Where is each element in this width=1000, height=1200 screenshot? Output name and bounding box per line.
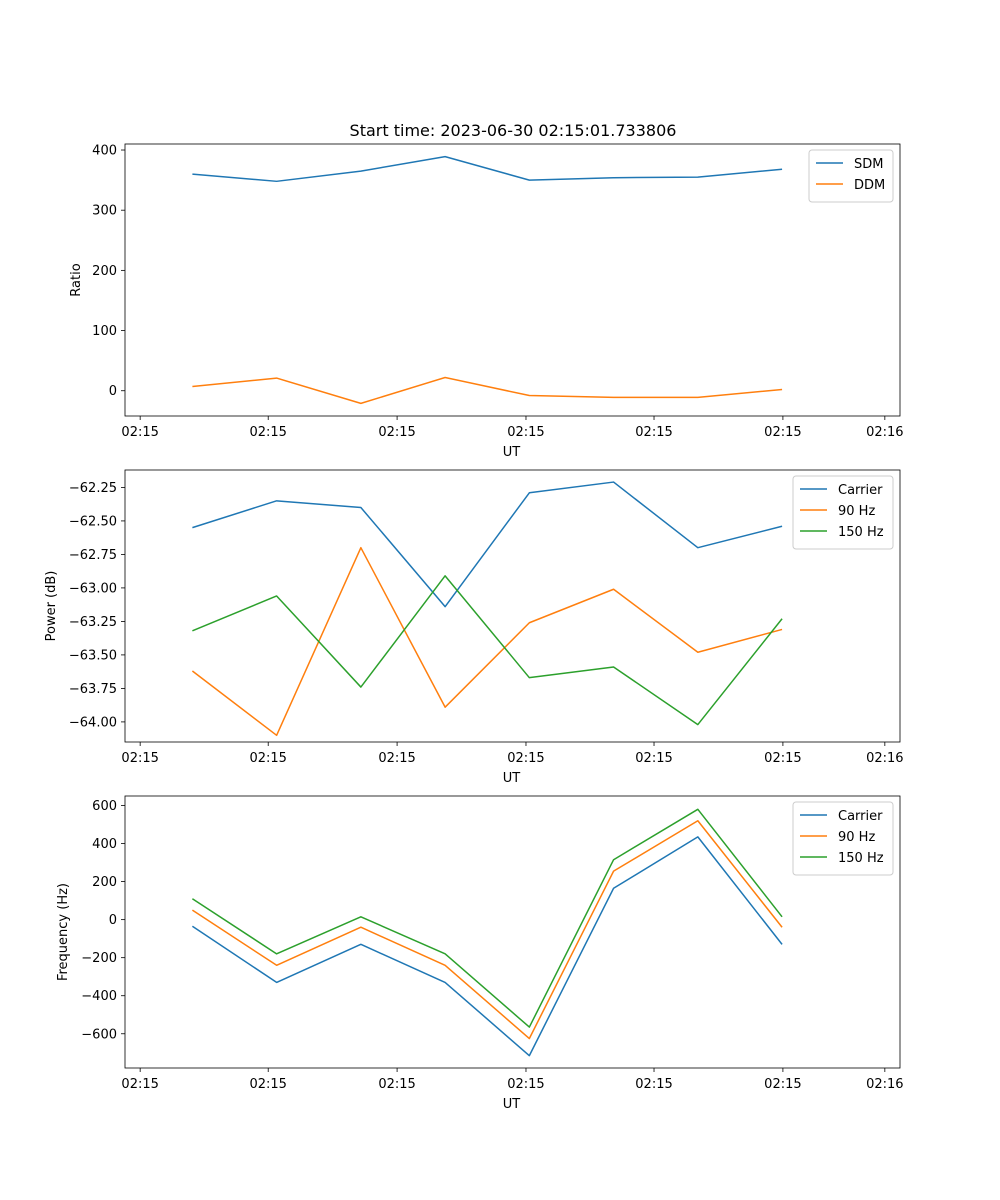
- y-tick-label: −200: [81, 951, 117, 966]
- x-tick-label: 02:15: [121, 1077, 158, 1092]
- series-line-150-hz: [191, 808, 783, 1028]
- x-tick-label: 02:15: [635, 1077, 672, 1092]
- series-line-90-hz: [191, 819, 783, 1040]
- y-tick-label: 0: [109, 913, 117, 928]
- x-tick-label: 02:16: [866, 425, 903, 440]
- x-tick-label: 02:16: [866, 1077, 903, 1092]
- x-tick-label: 02:15: [507, 1077, 544, 1092]
- legend-label: SDM: [854, 157, 883, 172]
- x-axis-label: UT: [503, 1097, 521, 1112]
- x-tick-label: 02:15: [249, 1077, 286, 1092]
- y-tick-label: 0: [109, 384, 117, 399]
- x-tick-label: 02:15: [378, 1077, 415, 1092]
- x-axis-label: UT: [503, 445, 521, 460]
- x-tick-label: 02:15: [507, 425, 544, 440]
- x-tick-label: 02:16: [866, 751, 903, 766]
- axes-frame: [124, 143, 901, 417]
- subplot-power: 02:15 02:15 02:15 02:15 02:15 02:15 02:16 −64.0…: [44, 469, 904, 786]
- y-tick-label: 200: [92, 875, 117, 890]
- x-tick-label: 02:15: [249, 751, 286, 766]
- y-tick-label: 200: [92, 264, 117, 279]
- y-tick-label: 400: [92, 837, 117, 852]
- series-line-carrier: [192, 481, 783, 608]
- figure-title: Start time: 2023-06-30 02:15:01.733806: [350, 121, 677, 140]
- y-tick-label: −63.75: [69, 682, 117, 697]
- legend: SDM DDM: [808, 149, 894, 203]
- y-tick-label: 100: [92, 324, 117, 339]
- y-tick-label: −600: [81, 1027, 117, 1042]
- y-tick-label: −400: [81, 989, 117, 1004]
- legend: Carrier 90 Hz 150 Hz: [792, 475, 894, 550]
- x-tick-label: 02:15: [378, 751, 415, 766]
- series-line-150-hz: [192, 575, 783, 726]
- x-tick-label: 02:15: [121, 751, 158, 766]
- y-tick-label: −62.25: [69, 481, 117, 496]
- legend-label: Carrier: [838, 809, 883, 824]
- y-tick-label: −63.50: [69, 648, 117, 663]
- y-tick-label: 600: [92, 799, 117, 814]
- x-tick-label: 02:15: [249, 425, 286, 440]
- x-tick-label: 02:15: [507, 751, 544, 766]
- series-line-sdm: [192, 155, 783, 183]
- x-tick-label: 02:15: [764, 425, 801, 440]
- y-tick-label: −64.00: [69, 715, 117, 730]
- y-axis-label: Power (dB): [44, 571, 59, 642]
- x-tick-label: 02:15: [635, 751, 672, 766]
- y-tick-label: −62.75: [69, 548, 117, 563]
- y-tick-label: −63.25: [69, 615, 117, 630]
- x-tick-label: 02:15: [764, 1077, 801, 1092]
- legend: Carrier 90 Hz 150 Hz: [792, 801, 894, 876]
- series-line-90-hz: [191, 546, 783, 737]
- y-tick-label: −63.00: [69, 581, 117, 596]
- x-tick-label: 02:15: [378, 425, 415, 440]
- legend-label: 90 Hz: [838, 504, 875, 519]
- x-tick-label: 02:15: [635, 425, 672, 440]
- x-tick-label: 02:15: [121, 425, 158, 440]
- x-axis-label: UT: [503, 771, 521, 786]
- series-line-ddm: [192, 376, 783, 405]
- legend-label: DDM: [854, 178, 885, 193]
- series-line-carrier: [191, 836, 783, 1057]
- legend-label: 150 Hz: [838, 851, 884, 866]
- legend-label: 90 Hz: [838, 830, 875, 845]
- subplot-frequency: 02:15 02:15 02:15 02:15 02:15 02:15 02:16 −600 −…: [56, 795, 904, 1112]
- axes-frame: [124, 795, 901, 1069]
- y-tick-label: 300: [92, 204, 117, 219]
- y-tick-label: 400: [92, 144, 117, 159]
- y-axis-label: Ratio: [69, 263, 84, 296]
- y-axis-label: Frequency (Hz): [56, 883, 71, 981]
- legend-label: 150 Hz: [838, 525, 884, 540]
- y-tick-label: −62.50: [69, 514, 117, 529]
- axes-frame: [124, 469, 901, 743]
- subplot-ratio: 02:15 02:15 02:15 02:15 02:15 02:15 02:16 0 100 2…: [69, 144, 904, 460]
- x-tick-label: 02:15: [764, 751, 801, 766]
- legend-label: Carrier: [838, 483, 883, 498]
